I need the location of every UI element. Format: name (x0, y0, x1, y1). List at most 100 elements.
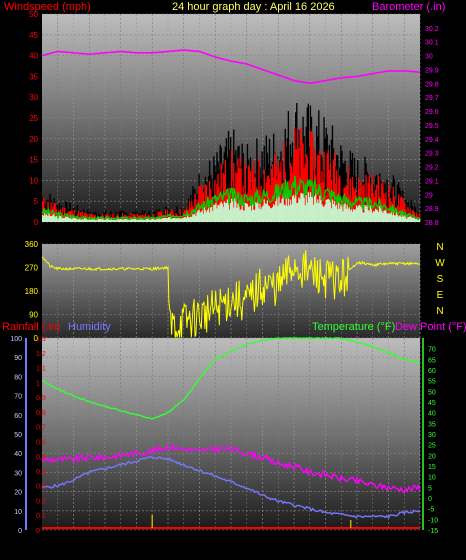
wind-light-bar (387, 213, 389, 222)
wind-backdrop-bar (353, 157, 356, 222)
wind-light-bar (127, 218, 129, 222)
wind-light-bar (252, 203, 254, 222)
wind-gust-bar (392, 186, 395, 222)
wind-light-bar (388, 212, 390, 222)
wind-light-bar (176, 218, 178, 222)
wind-light-bar (206, 209, 209, 222)
wind-light-bar (415, 218, 418, 222)
x-tick-label: 14 (258, 228, 267, 237)
wind-gust-bar (206, 195, 209, 222)
wind-light-bar (318, 203, 320, 222)
wind-light-bar (357, 207, 359, 222)
wind-gust-bar (201, 184, 203, 222)
barometer-tick-label: 28.8 (425, 220, 439, 227)
wind-light-bar (413, 217, 416, 222)
barometer-tick-label: 30.2 (425, 26, 439, 33)
wind-backdrop-bar (103, 212, 106, 222)
wind-light-bar (139, 219, 141, 222)
wind-gust-bar (418, 213, 421, 222)
wind-light-bar (119, 219, 122, 222)
wind-gust-bar (183, 210, 186, 222)
wind-light-bar (60, 215, 63, 222)
wind-light-bar (234, 198, 236, 222)
wind-light-bar (55, 215, 57, 222)
direction-tick-label: 90 (29, 311, 38, 320)
temperature-tick-label: 0 (428, 496, 432, 503)
wind-light-bar (82, 219, 85, 222)
wind-light-bar (213, 204, 215, 222)
wind-gust-bar (106, 214, 108, 222)
wind-light-bar (150, 219, 152, 222)
wind-light-bar (344, 203, 346, 222)
wind-light-bar (319, 195, 321, 222)
x-tick-label: 20 (353, 228, 362, 237)
direction-tick-label: 360 (25, 240, 39, 249)
windspeed-tick-label: 15 (29, 156, 38, 165)
wind-light-bar (391, 215, 393, 222)
wind-light-bar (52, 214, 54, 222)
wind-gust-bar (297, 127, 299, 222)
wind-light-bar (45, 215, 47, 222)
wind-light-bar (302, 193, 304, 222)
wind-light-bar (80, 219, 83, 222)
wind-light-bar (236, 207, 238, 222)
barometer-tick-label: 29.7 (425, 95, 439, 102)
wind-light-bar (262, 205, 264, 222)
wind-gust-bar (159, 211, 161, 222)
temperature-tick-label: 65 (428, 357, 436, 364)
rainfall-tick-label: 0.7 (36, 425, 46, 432)
wind-light-bar (381, 210, 383, 222)
wind-light-bar (361, 205, 363, 222)
wind-light-bar (111, 219, 113, 222)
wind-light-bar (312, 204, 315, 222)
wind-gust-bar (336, 170, 338, 222)
wind-light-bar (78, 218, 81, 222)
wind-light-bar (61, 218, 64, 222)
wind-light-bar (108, 218, 110, 222)
wind-light-bar (364, 204, 366, 222)
wind-light-bar (232, 198, 234, 222)
wind-light-bar (79, 219, 82, 222)
wind-gust-bar (394, 208, 397, 222)
wind-light-bar (123, 218, 126, 222)
wind-gust-bar (199, 185, 201, 222)
rainfall-tick-label: 0.4 (36, 469, 46, 476)
wind-light-bar (277, 205, 279, 222)
wind-gust-bar (274, 153, 276, 222)
wind-backdrop-bar (165, 206, 168, 222)
wind-light-bar (294, 198, 296, 222)
wind-light-bar (196, 212, 198, 222)
wind-gust-bar (296, 149, 298, 222)
wind-gust-bar (328, 170, 330, 222)
wind-light-bar (267, 205, 270, 222)
windspeed-tick-label: 25 (29, 114, 38, 123)
wind-backdrop-bar (325, 127, 327, 222)
wind-light-bar (274, 205, 276, 222)
wind-light-bar (43, 215, 45, 222)
direction-tick-label: 0 (34, 334, 39, 343)
barometer-tick-label: 29.2 (425, 165, 439, 172)
wind-light-bar (126, 219, 128, 222)
wind-light-bar (162, 218, 165, 222)
wind-light-bar (153, 218, 155, 222)
temperature-tick-label: 70 (428, 347, 436, 354)
wind-light-bar (239, 210, 241, 222)
wind-light-bar (144, 219, 147, 222)
wind-light-bar (81, 218, 84, 222)
wind-light-bar (339, 208, 341, 222)
wind-light-bar (264, 203, 266, 222)
wind-light-bar (410, 216, 412, 222)
wind-light-bar (113, 219, 115, 222)
wind-backdrop-bar (265, 135, 267, 222)
wind-light-bar (67, 216, 69, 222)
wind-gust-bar (269, 185, 272, 222)
windspeed-ticks: 0 5 10 15 20 25 30 35 40 45 50 (29, 10, 38, 227)
wind-light-bar (254, 209, 256, 222)
wind-light-bar (362, 212, 364, 222)
wind-light-bar (165, 217, 168, 222)
wind-light-bar (332, 204, 335, 222)
wind-light-bar (181, 218, 183, 222)
wind-light-bar (179, 218, 181, 222)
wind-light-bar (386, 213, 388, 222)
compass-tick-label: E (437, 290, 444, 301)
